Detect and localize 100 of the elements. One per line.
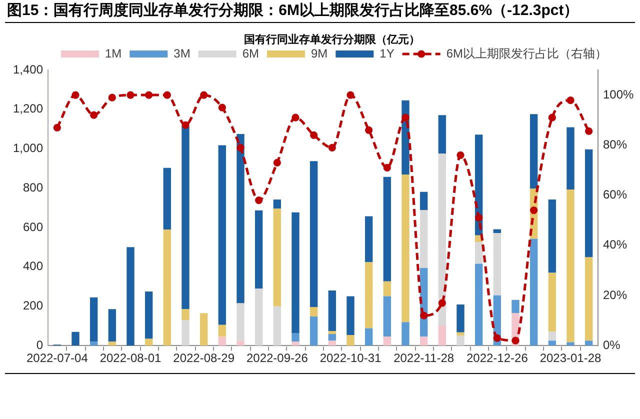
chart-title: 图15：国有行周度同业存单发行分期限：6M以上期限发行占比降至85.6%（-12.3pct）	[7, 2, 579, 20]
y-tick-label: 800	[22, 180, 44, 194]
y2-tick-label: 60%	[603, 188, 628, 202]
point	[310, 131, 318, 139]
x-tick-label: 2022-07-04	[26, 351, 88, 366]
bar	[346, 296, 354, 335]
bar	[420, 192, 428, 210]
point	[346, 91, 354, 99]
point	[236, 144, 244, 152]
x-tick-label: 2023-01-28	[540, 351, 602, 366]
legend-label: 6M	[242, 46, 259, 60]
bar	[548, 272, 556, 332]
bar	[108, 309, 116, 342]
point	[456, 151, 464, 159]
point	[218, 104, 226, 112]
bar	[126, 247, 134, 346]
point	[566, 96, 574, 104]
bar	[438, 115, 446, 154]
x-tick-label: 2022-09-26	[246, 351, 308, 366]
bar	[566, 127, 574, 190]
bar	[383, 296, 392, 337]
bar	[584, 340, 593, 346]
bar	[346, 334, 354, 346]
bar	[292, 212, 300, 333]
bar	[402, 174, 410, 322]
point	[255, 196, 263, 204]
bar	[438, 153, 446, 326]
bar	[254, 210, 263, 289]
bar	[182, 126, 190, 310]
bar	[182, 309, 190, 320]
bar	[364, 328, 373, 346]
y-tick-label: 400	[22, 259, 44, 274]
bar	[512, 300, 520, 314]
legend-label: 6M以上期限发行占比（右轴）	[446, 46, 608, 60]
x-tick-label: 2022-10-31	[320, 351, 382, 366]
x-tick-label: 2022-08-01	[100, 351, 162, 366]
bar	[383, 176, 392, 282]
y-tick-label: 0	[36, 338, 44, 352]
y-tick-label: 200	[22, 298, 44, 313]
point	[163, 91, 171, 99]
bar	[163, 229, 172, 346]
bar	[310, 307, 318, 316]
bar	[236, 303, 244, 341]
bar	[566, 189, 574, 342]
bar	[474, 242, 483, 264]
y-tick-label: 1,000	[12, 141, 44, 156]
point	[182, 121, 190, 129]
bar	[364, 262, 373, 328]
point	[145, 91, 153, 99]
bar	[108, 342, 116, 346]
y2-tick-label: 100%	[603, 87, 634, 102]
y-tick-label: 1,400	[12, 62, 44, 76]
point	[512, 336, 520, 344]
bar	[273, 200, 282, 209]
legend-label: 3M	[174, 46, 190, 60]
y-tick-label: 600	[22, 220, 44, 234]
bar	[493, 233, 502, 296]
bar	[364, 216, 373, 262]
bar	[456, 332, 464, 336]
bar	[218, 336, 226, 346]
bar	[584, 257, 593, 341]
point	[126, 91, 134, 99]
point	[475, 214, 483, 222]
bar	[584, 149, 593, 258]
y2-tick-label: 20%	[603, 288, 628, 302]
legend-label: 1M	[104, 46, 122, 60]
bar	[218, 145, 226, 325]
bar	[328, 334, 336, 341]
bar	[310, 316, 318, 346]
bar	[200, 313, 208, 346]
bar	[292, 333, 300, 342]
bar	[236, 340, 244, 346]
point	[72, 91, 80, 99]
y2-tick-label: 80%	[603, 137, 628, 152]
point	[530, 206, 538, 214]
point	[108, 94, 116, 102]
bar	[530, 114, 538, 189]
x-tick-label: 2022-12-26	[466, 351, 528, 366]
bar	[438, 326, 446, 346]
bar	[420, 336, 428, 346]
bar	[236, 134, 244, 304]
y2-tick-label: 40%	[603, 238, 628, 252]
point	[292, 114, 300, 122]
bar	[383, 336, 392, 346]
point	[90, 111, 98, 119]
bar	[383, 281, 392, 296]
x-tick-label: 2022-08-29	[173, 351, 235, 366]
point	[383, 164, 391, 172]
bar	[566, 342, 574, 346]
point	[328, 144, 336, 152]
bar	[90, 342, 98, 346]
bar	[310, 161, 318, 308]
bar	[328, 331, 336, 334]
point	[493, 334, 501, 342]
bar	[328, 290, 336, 332]
bar	[163, 168, 172, 230]
bar	[548, 340, 556, 346]
bar	[402, 322, 410, 346]
bar	[420, 210, 428, 268]
bar	[493, 229, 502, 233]
